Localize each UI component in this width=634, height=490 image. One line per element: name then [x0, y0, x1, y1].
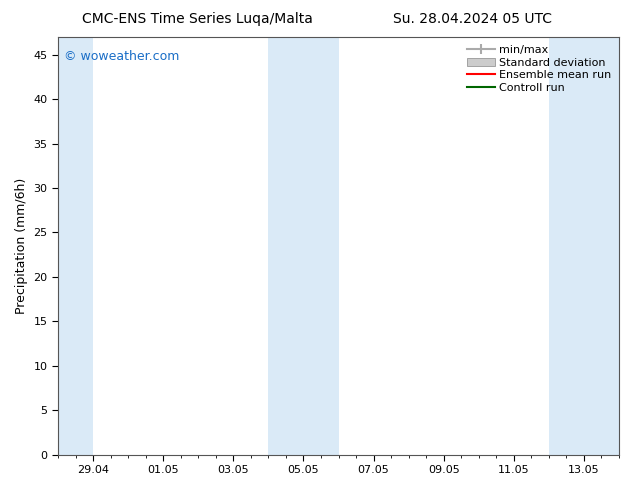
Y-axis label: Precipitation (mm/6h): Precipitation (mm/6h): [15, 178, 28, 314]
Bar: [58, 37, 93, 455]
Text: © woweather.com: © woweather.com: [63, 49, 179, 63]
Text: Su. 28.04.2024 05 UTC: Su. 28.04.2024 05 UTC: [393, 12, 552, 26]
Text: CMC-ENS Time Series Luqa/Malta: CMC-ENS Time Series Luqa/Malta: [82, 12, 313, 26]
Bar: [268, 37, 339, 455]
Legend: min/max, Standard deviation, Ensemble mean run, Controll run: min/max, Standard deviation, Ensemble me…: [465, 43, 614, 96]
Bar: [549, 37, 619, 455]
